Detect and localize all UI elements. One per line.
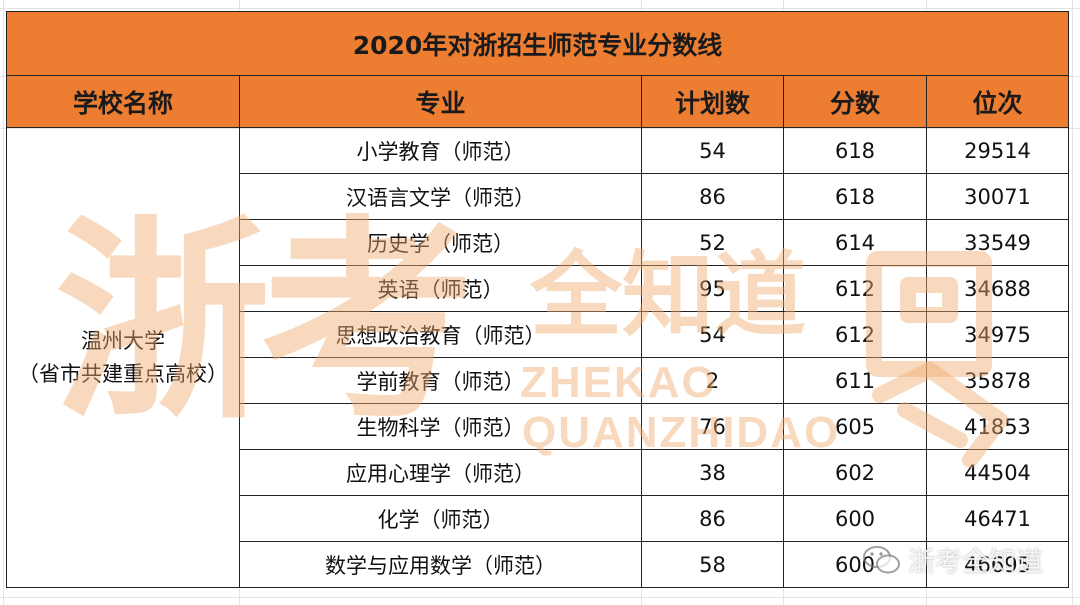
plan-cell: 52 (641, 219, 784, 266)
school-note: （省市共建重点高校） (18, 361, 228, 386)
rank-cell: 46695 (925, 541, 1070, 588)
major-cell: 英语（师范） (239, 265, 642, 312)
table-row: 生物科学（师范） 76 605 41853 (7, 403, 1070, 450)
title-row: 2020年对浙招生师范专业分数线 (5, 11, 1070, 76)
plan-cell: 86 (641, 173, 784, 220)
school-cell: 温州大学 （省市共建重点高校） (6, 127, 240, 588)
wechat-credit-text: 浙考全知道 (908, 547, 1043, 578)
rank-cell: 34975 (925, 311, 1070, 358)
table-row: 应用心理学（师范） 38 602 44504 (7, 449, 1070, 496)
rank-cell: 44504 (925, 449, 1070, 496)
table-title: 2020年对浙招生师范专业分数线 (5, 11, 1070, 76)
rank-cell: 41853 (925, 403, 1070, 450)
table-row: 数学与应用数学（师范） 58 600 46695 (7, 541, 1070, 588)
major-cell: 历史学（师范） (239, 219, 642, 266)
score-cell: 600 (783, 541, 927, 588)
major-cell: 汉语言文学（师范） (239, 173, 642, 220)
wechat-credit: 浙考全知道 (862, 540, 1043, 579)
table-row: 历史学（师范） 52 614 33549 (7, 219, 1070, 266)
score-table: 2020年对浙招生师范专业分数线 学校名称 专业 计划数 分数 位次 温州大学 … (5, 11, 1070, 588)
score-cell: 605 (783, 403, 927, 450)
plan-cell: 76 (641, 403, 784, 450)
table-row: 化学（师范） 86 600 46471 (7, 495, 1070, 542)
major-cell: 学前教育（师范） (239, 357, 642, 404)
header-school: 学校名称 (6, 75, 240, 128)
major-cell: 化学（师范） (239, 495, 642, 542)
header-plan: 计划数 (641, 75, 784, 128)
header-major: 专业 (239, 75, 642, 128)
table-row: 汉语言文学（师范） 86 618 30071 (7, 173, 1070, 220)
major-cell: 小学教育（师范） (239, 127, 642, 174)
major-cell: 数学与应用数学（师范） (239, 541, 642, 588)
major-cell: 思想政治教育（师范） (239, 311, 642, 358)
score-cell: 618 (783, 173, 927, 220)
school-name: 温州大学 (81, 328, 165, 353)
rank-cell: 29514 (925, 127, 1070, 174)
rank-cell: 34688 (925, 265, 1070, 312)
plan-cell: 2 (641, 357, 784, 404)
rank-cell: 33549 (925, 219, 1070, 266)
score-cell: 602 (783, 449, 927, 496)
table-row: 英语（师范） 95 612 34688 (7, 265, 1070, 312)
plan-cell: 86 (641, 495, 784, 542)
wechat-icon (863, 545, 900, 573)
table-row: 温州大学 （省市共建重点高校） 小学教育（师范） 54 618 29514 (6, 127, 1070, 588)
score-cell: 600 (783, 495, 927, 542)
header-row: 学校名称 专业 计划数 分数 位次 (6, 75, 1070, 128)
plan-cell: 54 (641, 127, 784, 174)
score-cell: 612 (783, 311, 927, 358)
score-cell: 618 (783, 127, 927, 174)
score-cell: 614 (783, 219, 927, 266)
major-cell: 应用心理学（师范） (239, 449, 642, 496)
header-score: 分数 (783, 75, 927, 128)
major-cell: 生物科学（师范） (239, 403, 642, 450)
rank-cell: 35878 (925, 357, 1070, 404)
plan-cell: 95 (641, 265, 784, 312)
score-cell: 611 (783, 357, 927, 404)
plan-cell: 58 (641, 541, 784, 588)
header-rank: 位次 (925, 75, 1070, 128)
plan-cell: 54 (641, 311, 784, 358)
plan-cell: 38 (641, 449, 784, 496)
rank-cell: 46471 (925, 495, 1070, 542)
score-cell: 612 (783, 265, 927, 312)
table-row: 思想政治教育（师范） 54 612 34975 (7, 311, 1070, 358)
rank-cell: 30071 (925, 173, 1070, 220)
